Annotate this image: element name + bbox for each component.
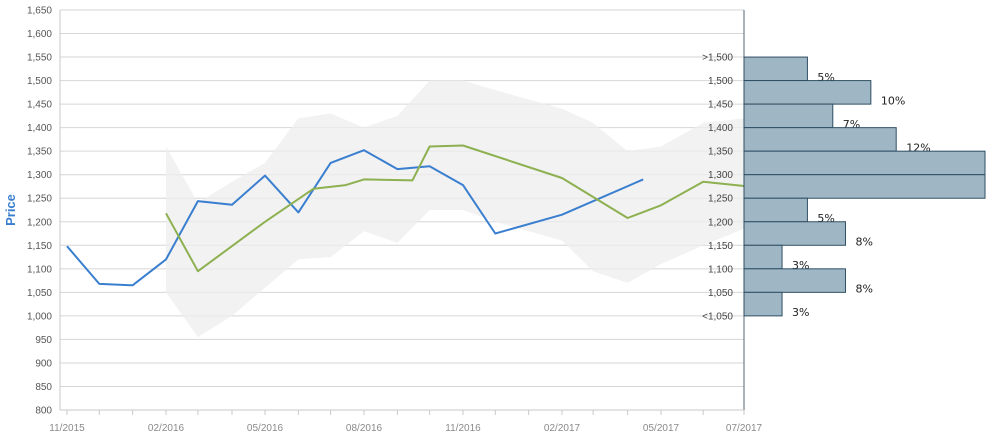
histogram-bin-label: 1,100 bbox=[708, 264, 733, 275]
y-tick-label: 1,150 bbox=[27, 241, 52, 252]
x-tick-label: 11/2015 bbox=[49, 423, 85, 434]
histogram-bar bbox=[743, 174, 986, 199]
y-tick-labels: 800 850 900 950 1,000 1,050 1,100 1,150 1,200 1,2… bbox=[27, 6, 52, 417]
histogram-bin-label: 1,250 bbox=[708, 194, 733, 205]
y-tick-label: 1,500 bbox=[27, 76, 52, 87]
histogram-bin-label: 1,300 bbox=[708, 170, 733, 181]
y-tick-label: 1,300 bbox=[27, 170, 52, 181]
range-band-area bbox=[166, 80, 763, 338]
histogram-bar bbox=[743, 291, 783, 317]
y-tick-label: 1,000 bbox=[27, 311, 52, 322]
y-tick-label: 1,600 bbox=[27, 29, 52, 40]
histogram-bin-label: 1,350 bbox=[708, 147, 733, 158]
histogram-bin-labels: >1,500 1,500 1,450 1,400 1,350 1,300 1,250 1,20… bbox=[702, 53, 733, 323]
x-tick-label: 02/2016 bbox=[148, 423, 185, 434]
histogram-bin-label: 1,050 bbox=[708, 288, 733, 299]
y-tick-label: 1,550 bbox=[27, 53, 52, 64]
histogram-percent-label: 8% bbox=[855, 236, 872, 249]
histogram: 5%10%7%12%19%19%5%8%3%8%3% bbox=[743, 56, 986, 319]
x-tick-labels: 11/2015 02/2016 05/2016 08/2016 11/2016 02/20… bbox=[49, 410, 763, 434]
histogram-bin-label: 1,450 bbox=[708, 100, 733, 111]
y-tick-label: 1,350 bbox=[27, 147, 52, 158]
histogram-bin-label: <1,050 bbox=[702, 311, 733, 322]
histogram-bar bbox=[743, 103, 834, 129]
histogram-bar bbox=[743, 150, 986, 176]
histogram-bar bbox=[743, 80, 872, 105]
y-tick-label: 850 bbox=[35, 382, 52, 393]
histogram-bar bbox=[743, 56, 808, 82]
series-lines bbox=[66, 144, 764, 287]
x-tick-label: 08/2016 bbox=[346, 423, 383, 434]
histogram-percent-label: 8% bbox=[855, 283, 872, 296]
x-tick-label: 11/2016 bbox=[445, 423, 481, 434]
histogram-bin-label: 1,400 bbox=[708, 123, 733, 134]
y-tick-label: 1,650 bbox=[27, 6, 52, 17]
histogram-bin-label: 1,500 bbox=[708, 76, 733, 87]
histogram-percent-label: 3% bbox=[792, 306, 809, 319]
x-tick-label: 07/2017 bbox=[726, 423, 763, 434]
histogram-bar bbox=[743, 244, 783, 270]
y-tick-label: 1,250 bbox=[27, 194, 52, 205]
histogram-bin-label: >1,500 bbox=[702, 53, 733, 64]
histogram-percent-label: 10% bbox=[881, 94, 905, 107]
series-green-line bbox=[165, 144, 764, 273]
range-band bbox=[166, 80, 763, 338]
y-tick-label: 1,450 bbox=[27, 100, 52, 111]
histogram-bar bbox=[743, 268, 846, 293]
y-tick-label: 1,400 bbox=[27, 123, 52, 134]
x-tick-label: 05/2016 bbox=[247, 423, 284, 434]
y-tick-label: 900 bbox=[35, 358, 52, 369]
y-tick-label: 800 bbox=[35, 406, 52, 417]
y-tick-label: 1,050 bbox=[27, 288, 52, 299]
histogram-bin-label: 1,200 bbox=[708, 217, 733, 228]
y-tick-label: 950 bbox=[35, 335, 52, 346]
x-tick-label: 05/2017 bbox=[643, 423, 680, 434]
x-tick-label: 02/2017 bbox=[544, 423, 581, 434]
histogram-bin-label: 1,150 bbox=[708, 241, 733, 252]
histogram-bar bbox=[743, 197, 808, 223]
series-blue-line bbox=[66, 149, 644, 287]
histogram-bar bbox=[743, 127, 897, 152]
y-axis-label: Price bbox=[3, 194, 18, 226]
y-tick-label: 1,100 bbox=[27, 264, 52, 275]
y-tick-label: 1,200 bbox=[27, 217, 52, 228]
histogram-bar bbox=[743, 221, 846, 246]
